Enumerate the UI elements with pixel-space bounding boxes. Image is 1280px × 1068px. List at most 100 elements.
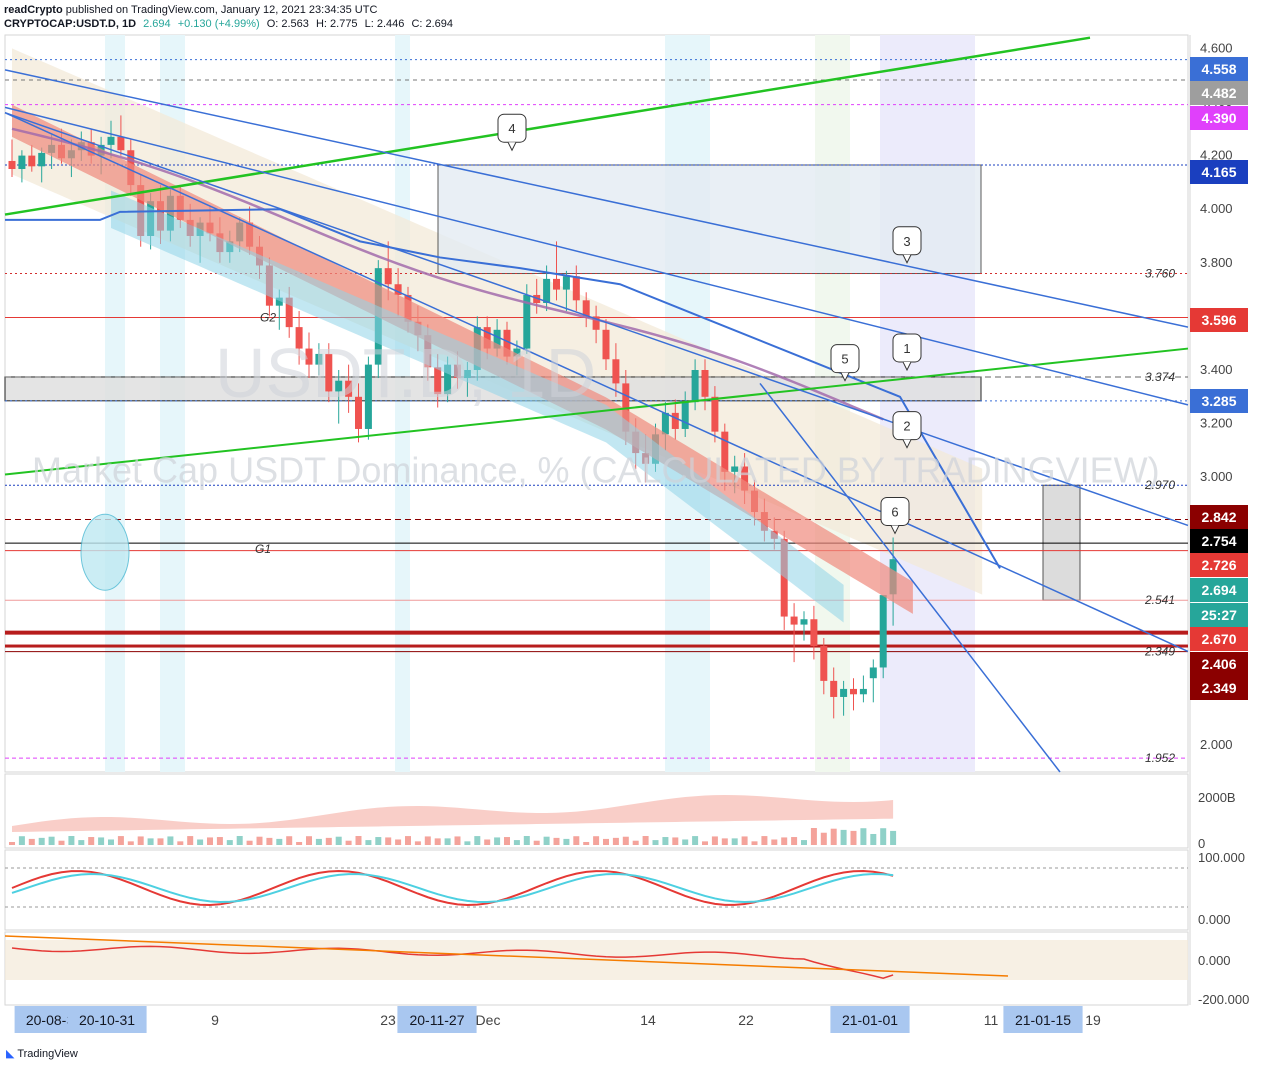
volume-bar (890, 830, 897, 845)
x-tick-badge: 20-11-27 (397, 1006, 477, 1033)
candle-body (562, 276, 570, 290)
candle-body (434, 367, 442, 395)
volume-bar (484, 839, 491, 845)
ohlc-open: O: 2.563 (266, 18, 309, 30)
volume-bar (880, 828, 887, 845)
price-label-bg (1190, 57, 1248, 81)
candle (681, 391, 689, 437)
ohlc-low: L: 2.446 (364, 18, 405, 30)
x-tick-badge-bg (67, 1006, 147, 1033)
price-label-text: 2.670 (1201, 631, 1236, 647)
candle-body (315, 353, 323, 365)
candle (612, 343, 620, 397)
momentum-signal (4, 935, 1009, 977)
volume-bar (741, 836, 748, 845)
volume-bar (513, 840, 520, 845)
red-ribbon (12, 104, 913, 614)
trend-line (4, 106, 1189, 406)
x-tick-label: 14 (640, 1012, 656, 1028)
x-tick-badge: 20-10-31 (67, 1006, 147, 1033)
callout-marker: 3 (892, 226, 922, 264)
candle-body (820, 646, 828, 681)
price-label-text: 25:27 (1201, 607, 1237, 623)
callout-pointer (902, 254, 912, 264)
candle-body (364, 364, 372, 429)
price-label-text: 3.285 (1201, 393, 1236, 409)
price-label-text: 2.349 (1201, 680, 1236, 696)
volume-bar (256, 836, 263, 845)
candle-body (661, 412, 669, 435)
volume-bar (533, 840, 540, 845)
callout-pointer (902, 439, 912, 449)
publisher-name[interactable]: readCrypto (4, 4, 63, 16)
volume-bar (395, 839, 402, 845)
candle-body (859, 688, 867, 695)
volume-bar (216, 837, 223, 845)
candle (553, 241, 560, 301)
callout-marker: 6 (880, 496, 910, 535)
volume-bar (187, 836, 194, 845)
volume-bar (642, 836, 649, 845)
trend-line (4, 69, 1189, 328)
candle-body (592, 316, 600, 330)
callout-number: 1 (903, 341, 910, 356)
candle-body (869, 667, 877, 679)
volume-bar (761, 836, 768, 845)
price-label-bg (1190, 652, 1248, 676)
price-label: 2.726 (1190, 553, 1248, 577)
candle (28, 144, 36, 172)
price-label-bg (1190, 553, 1248, 577)
symbol-label[interactable]: CRYPTOCAP:USDT.D, 1D (4, 18, 137, 30)
volume-bar (18, 836, 25, 845)
candle (572, 265, 580, 312)
x-tick-label: 22 (738, 1012, 754, 1028)
x-tick-badge-bg (1003, 1006, 1083, 1033)
candle-body (483, 327, 491, 349)
tradingview-logo[interactable]: ◣ TradingView (6, 1047, 78, 1060)
volume-bar (454, 836, 461, 845)
candle-body (384, 268, 392, 285)
price-label: 2.406 (1190, 652, 1248, 676)
candle (562, 270, 570, 312)
volume-bar (9, 842, 15, 845)
candle-body (711, 396, 719, 432)
candle-body (582, 300, 590, 317)
volume-bar (108, 839, 114, 845)
candle-body (523, 294, 531, 349)
volume-bar (365, 840, 372, 845)
volume-bar (38, 837, 45, 845)
y-tick-label: 3.200 (1200, 416, 1233, 431)
candle-body (295, 327, 303, 349)
volume-bar (315, 838, 322, 845)
volume-bar (583, 841, 590, 845)
volume-bar (751, 841, 758, 845)
callout-marker: 1 (892, 333, 922, 372)
volume-bar (682, 839, 689, 845)
momentum-tick: -200.000 (1198, 992, 1249, 1007)
publish-info: published on TradingView.com, January 12… (65, 4, 378, 16)
candle (810, 605, 818, 660)
y-tick-label: 4.000 (1200, 201, 1233, 216)
trend-line (4, 36, 1091, 216)
volume-bar (177, 841, 184, 845)
volume-bar (494, 837, 501, 845)
volume-bar (58, 840, 65, 845)
watermark-symbol: USDT.D, 1D (215, 334, 596, 412)
volume-bar (246, 840, 253, 845)
candle (879, 595, 887, 679)
x-tick-badge: 21-01-01 (830, 1006, 910, 1033)
volume-bar (612, 837, 619, 845)
price-label: 2.842 (1190, 505, 1248, 529)
x-tick-label: 20-11-27 (409, 1012, 464, 1028)
baseline-line (5, 208, 1001, 569)
volume-bar (801, 840, 807, 845)
candle-body (810, 619, 818, 647)
candle (295, 311, 303, 365)
volume-bar (48, 836, 55, 845)
volume-bar (88, 837, 95, 845)
candle-body (800, 619, 808, 625)
momentum-line (11, 945, 894, 979)
volume-bar (414, 841, 421, 845)
price-label: 2.349 (1190, 676, 1248, 700)
